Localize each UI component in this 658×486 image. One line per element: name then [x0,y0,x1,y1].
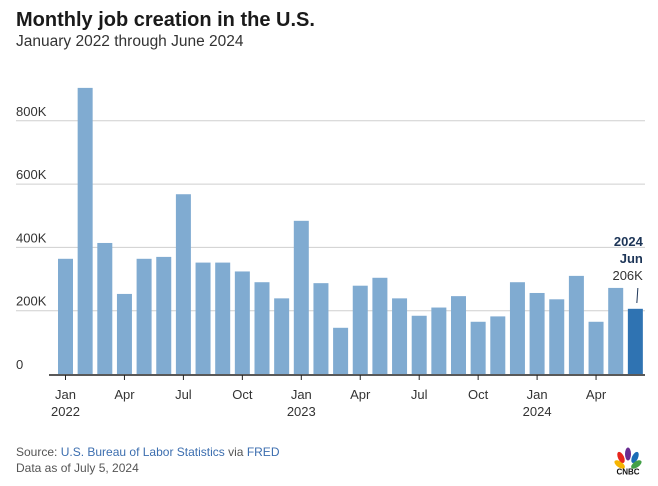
source-prefix: Source: [16,445,61,459]
source-link-fred[interactable]: FRED [246,445,280,459]
bar-mar-2022[interactable] [97,242,113,374]
source-via: via [224,445,247,459]
x-tick-label: Apr [586,387,607,402]
annotation-value: 206K [612,268,643,283]
bar-feb-2023[interactable] [313,283,329,374]
bar-feb-2022[interactable] [77,87,93,374]
bar-jun-2024[interactable] [627,308,643,374]
bar-apr-2023[interactable] [352,285,368,374]
bar-nov-2023[interactable] [490,316,506,374]
bar-feb-2024[interactable] [549,299,565,374]
bar-jun-2023[interactable] [392,298,408,374]
x-tick-label: Jan [55,387,76,402]
cnbc-logo: CNBC [614,447,642,477]
bar-jan-2024[interactable] [529,292,545,374]
bar-aug-2023[interactable] [431,307,447,374]
bar-mar-2023[interactable] [333,327,349,374]
y-tick-label: 800K [16,104,47,119]
bar-oct-2022[interactable] [234,271,250,374]
bar-sep-2023[interactable] [451,296,466,374]
x-year-label: 2024 [523,404,552,419]
annotation-leader-line [636,287,639,304]
bar-jun-2022[interactable] [156,256,172,374]
x-year-label: 2022 [51,404,80,419]
source-link-bls[interactable]: U.S. Bureau of Labor Statistics [60,445,225,459]
bar-may-2023[interactable] [372,277,388,374]
x-tick-label: Oct [232,387,253,402]
bar-nov-2022[interactable] [254,282,270,374]
x-tick-label: Apr [350,387,371,402]
bar-dec-2022[interactable] [274,298,290,374]
bar-apr-2022[interactable] [116,293,132,374]
x-tick-label: Jul [411,387,428,402]
y-tick-label: 600K [16,167,47,182]
bar-apr-2024[interactable] [588,321,604,374]
x-tick-label: Apr [114,387,135,402]
footer: Source: U.S. Bureau of Labor Statistics … [16,444,279,476]
y-axis-labels: 0 200K 400K 600K 800K [16,104,47,372]
x-tick-label: Jan [291,387,312,402]
annotation-month: Jun [620,251,643,266]
cnbc-wordmark: CNBC [616,468,639,477]
bar-mar-2024[interactable] [568,275,584,374]
annotation: 2024 Jun 206K [612,234,644,304]
bar-jan-2022[interactable] [58,258,73,374]
y-tick-label: 200K [16,294,47,309]
chart-subtitle: January 2022 through June 2024 [16,33,244,50]
chart-title: Monthly job creation in the U.S. [16,9,315,31]
bar-aug-2022[interactable] [195,262,211,374]
bar-sep-2022[interactable] [215,262,231,374]
bar-may-2022[interactable] [136,258,152,374]
bar-jul-2022[interactable] [175,194,191,374]
x-tick-label: Jul [175,387,192,402]
bar-jan-2023[interactable] [293,220,309,374]
y-tick-label: 400K [16,230,47,245]
source-line: Source: U.S. Bureau of Labor Statistics … [16,444,279,460]
bars [58,87,643,374]
bar-oct-2023[interactable] [470,321,486,374]
bar-may-2024[interactable] [608,287,624,374]
x-tick-label: Jan [527,387,548,402]
x-axis-ticks: Jan 2022 Apr Jul Oct Jan 2023 Apr Jul Oct Jan 2024 A… [51,375,607,419]
bar-dec-2023[interactable] [509,282,525,374]
annotation-year: 2024 [614,234,644,249]
y-tick-label: 0 [16,357,23,372]
bar-chart: 0 200K 400K 600K 800K Jan 2022 Apr Jul Oct Jan 202… [16,87,645,419]
bar-jul-2023[interactable] [411,315,427,374]
cnbc-peacock-icon [614,447,642,469]
x-tick-label: Oct [468,387,489,402]
data-as-of: Data as of July 5, 2024 [16,461,139,475]
x-year-label: 2023 [287,404,316,419]
